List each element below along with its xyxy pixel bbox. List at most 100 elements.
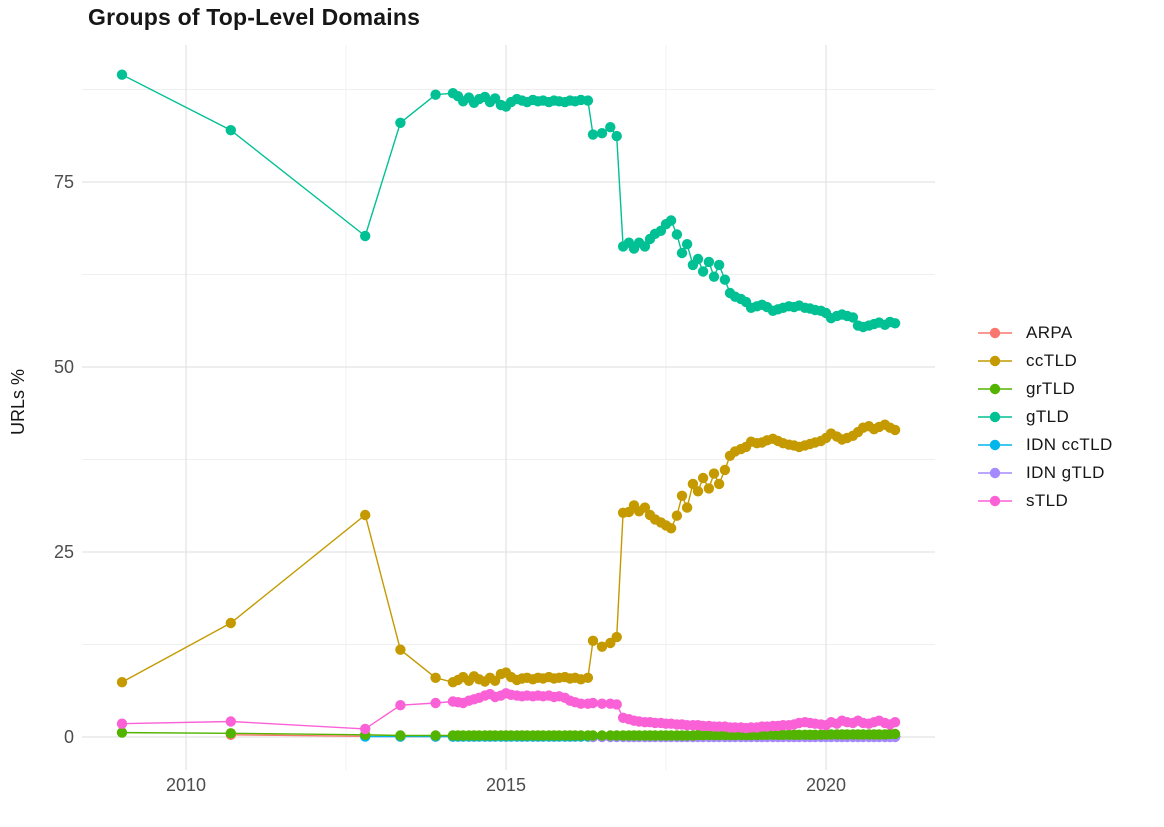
series-cctld [116,419,901,688]
data-point-cctld [708,468,720,479]
data-point-stld [225,716,236,727]
data-point-gtld [708,271,720,282]
data-point-gtld [889,318,901,329]
data-point-gtld [430,89,441,100]
data-point-gtld [605,122,616,133]
legend-item-gtld: gTLD [978,403,1113,431]
y-tick-label: 0 [64,727,74,747]
chart-title: Groups of Top-Level Domains [88,4,421,30]
data-point-cctld [587,635,599,646]
data-point-gtld [847,312,859,323]
data-point-gtld [681,239,693,250]
data-point-cctld [360,509,371,521]
legend-label: grTLD [1026,379,1076,398]
series-line-gtld [121,74,896,328]
data-point-cctld [676,490,688,501]
axis-layer: 2010 2015 2020 0 25 50 75 [54,172,846,795]
data-point-cctld [703,483,715,494]
legend-key-arpa-icon [978,327,1012,339]
legend-label: ARPA [1026,323,1073,342]
legend-item-idn-gtld: IDN gTLD [978,459,1113,487]
data-point-cctld [582,672,594,683]
x-tick-label: 2010 [166,775,206,795]
data-point-gtld [395,117,406,128]
data-point-gtld [611,130,622,142]
data-point-grtld [430,730,441,741]
data-point-gtld [225,125,236,136]
data-point-cctld [697,472,709,484]
data-point-gtld [676,247,688,259]
data-point-cctld [671,510,683,521]
data-point-gtld [692,253,704,265]
legend-label: ccTLD [1026,351,1078,370]
legend-key-idn-gtld-icon [978,467,1012,479]
data-point-cctld [116,677,128,688]
data-point-grtld [395,730,406,741]
data-point-cctld [889,424,901,436]
legend: ARPA ccTLD grTLD gTLD IDN ccTLD IDN gTLD sTLD [978,319,1113,515]
data-point-grtld [889,728,901,740]
data-point-stld [430,697,441,709]
data-point-stld [116,718,128,729]
grid-layer [82,45,935,770]
data-point-stld [395,700,406,711]
x-tick-label: 2020 [806,775,846,795]
legend-label: gTLD [1026,407,1070,426]
x-tick-label: 2015 [486,775,526,795]
data-point-gtld [665,215,677,226]
data-point-cctld [395,644,406,655]
data-point-cctld [713,478,725,490]
data-point-cctld [719,464,731,476]
y-tick-label: 50 [54,357,74,377]
data-point-grtld [225,728,236,739]
data-point-gtld [639,241,651,252]
series-stld [116,688,901,735]
legend-key-stld-icon [978,495,1012,507]
data-point-gtld [587,129,599,140]
data-point-cctld [687,478,699,490]
data-point-stld [889,717,901,728]
data-point-cctld [430,672,441,683]
data-point-gtld [703,256,715,268]
series-gtld [116,69,901,333]
legend-key-idn-cctld-icon [978,439,1012,451]
legend-item-idn-cctld: IDN ccTLD [978,431,1113,459]
data-point-cctld [611,631,622,643]
data-point-cctld [596,641,608,652]
legend-key-grtld-icon [978,383,1012,395]
data-point-cctld [692,486,704,497]
data-point-gtld [360,230,371,242]
data-point-cctld [489,675,501,686]
data-point-grtld [596,730,608,741]
legend-item-stld: sTLD [978,487,1113,515]
data-point-gtld [582,95,594,106]
data-point-cctld [665,523,677,534]
legend-label: IDN ccTLD [1026,435,1113,454]
data-point-gtld [719,274,731,285]
data-point-cctld [639,502,651,513]
y-tick-label: 25 [54,542,74,562]
data-point-stld [587,697,599,709]
legend-label: IDN gTLD [1026,463,1105,482]
series-layer [116,69,901,743]
data-point-grtld [587,730,599,741]
data-point-gtld [671,229,683,240]
data-point-cctld [681,502,693,513]
data-point-stld [611,699,622,710]
data-point-grtld [116,727,128,738]
legend-key-gtld-icon [978,411,1012,423]
series-line-cctld [121,423,896,683]
data-point-stld [360,723,371,735]
data-point-cctld [225,617,236,629]
legend-label: sTLD [1026,491,1069,510]
legend-item-grtld: grTLD [978,375,1113,403]
data-point-gtld [713,259,725,271]
y-tick-label: 75 [54,172,74,192]
legend-item-arpa: ARPA [978,319,1113,347]
data-point-gtld [697,266,709,277]
legend-key-cctld-icon [978,355,1012,367]
y-axis-title: URLs % [8,369,28,435]
data-point-gtld [116,69,128,80]
